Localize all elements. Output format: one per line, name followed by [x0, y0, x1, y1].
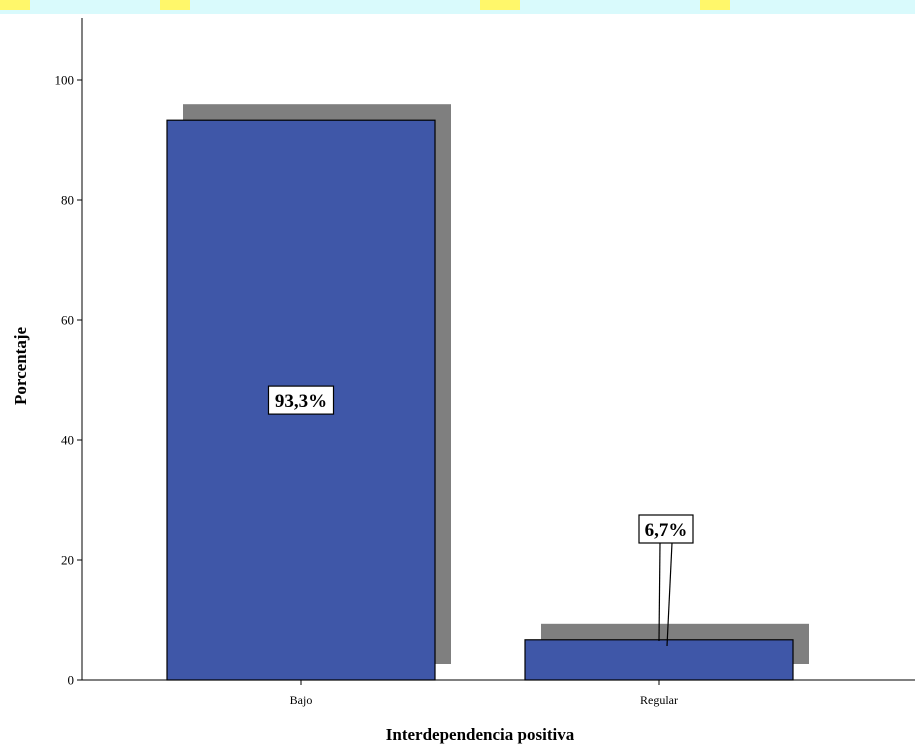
bars: [166, 119, 794, 681]
top-band-yellow-patch: [480, 0, 520, 10]
y-tick-label: 0: [68, 673, 75, 688]
top-band-yellow-patch: [0, 0, 30, 10]
y-tick-label: 100: [55, 73, 75, 88]
axes: [81, 18, 915, 681]
data-label-bajo: 93,3%: [275, 391, 327, 412]
x-tick-label-regular: Regular: [640, 693, 678, 707]
y-tick-label: 20: [61, 553, 74, 568]
top-decorative-band: [0, 0, 915, 14]
y-tick-label: 80: [61, 193, 74, 208]
data-label-box: [638, 514, 694, 544]
leader-line: [658, 542, 661, 642]
y-ticks: 0 20 40 60 80 100: [55, 73, 82, 688]
data-label-regular: 6,7%: [645, 520, 688, 541]
x-ticks: Bajo Regular: [290, 680, 678, 707]
leader-line: [666, 542, 673, 647]
x-tick-label-bajo: Bajo: [290, 693, 313, 707]
top-band-yellow-patch: [700, 0, 730, 10]
x-axis-title: Interdependencia positiva: [386, 725, 575, 744]
bar-regular: [524, 639, 794, 681]
data-label-box: [267, 385, 335, 415]
y-tick-label: 40: [61, 433, 74, 448]
y-tick-label: 60: [61, 313, 74, 328]
y-axis-title: Porcentaje: [11, 327, 30, 405]
data-labels: 93,3% 6,7%: [267, 385, 694, 647]
top-band-yellow-patch: [160, 0, 190, 10]
top-band-cyan: [0, 0, 915, 14]
